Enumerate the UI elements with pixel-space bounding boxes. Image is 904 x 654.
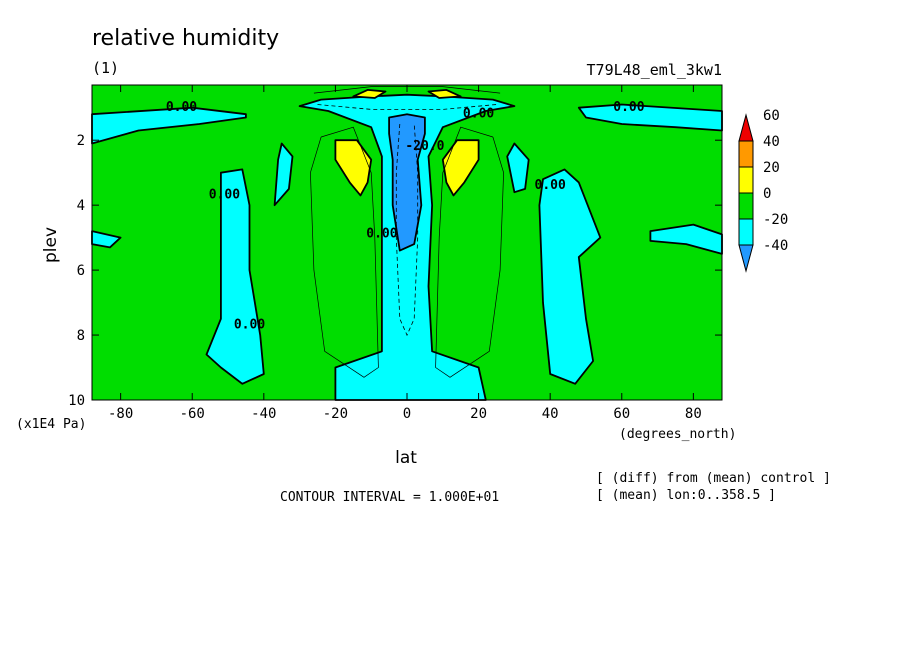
zero-contour-1 [435, 126, 504, 378]
x-axis: -80 -60 -40 -20 0 20 40 60 80 [108, 85, 702, 422]
contour-interval: CONTOUR INTERVAL = 1.000E+01 [280, 490, 499, 505]
contour-label: 0.00 [209, 188, 240, 203]
x-tick-label: -20 [323, 406, 348, 422]
x-tick-label: 20 [470, 406, 487, 422]
yellow-region-2 [352, 89, 387, 99]
colorbar-swatch [738, 192, 754, 220]
colorbar-swatch [738, 166, 754, 194]
y-axis-label: plev [41, 227, 61, 263]
zero-contour-0 [310, 126, 379, 378]
cyan-region-0 [91, 106, 247, 145]
y-tick-label: 2 [77, 133, 85, 149]
x-axis-label: lat [395, 448, 417, 468]
x-tick-label: 0 [403, 406, 411, 422]
colorbar-label: -40 [763, 238, 788, 254]
colorbar-label: 20 [763, 160, 780, 176]
contour-label: -20.0 [405, 139, 444, 154]
colorbar-swatch [738, 113, 754, 142]
chart-subtitle-right: T79L48_eml_3kw1 [587, 61, 722, 79]
chart-subtitle-left: (1) [92, 59, 119, 77]
x-axis-units: (degrees_north) [619, 427, 736, 442]
contour-label: 0.00 [613, 100, 644, 115]
y-axis: 2 4 6 8 10 [68, 133, 722, 409]
x-tick-label: 80 [685, 406, 702, 422]
y-tick-label: 8 [77, 328, 85, 344]
contour-label: 0.00 [535, 178, 566, 193]
contour-label: 0.00 [463, 106, 494, 121]
colorbar-label: 60 [763, 108, 780, 124]
cyan-region-1 [577, 103, 723, 132]
cyan-region-6 [506, 142, 530, 194]
x-tick-label: -60 [180, 406, 205, 422]
chart-title: relative humidity [92, 26, 279, 51]
x-tick-label: -80 [108, 406, 133, 422]
negative-contour-0 [395, 123, 419, 337]
contour-label: 0.00 [366, 227, 397, 242]
contour-label: 0.00 [234, 318, 265, 333]
plot-area: 0.00 0.00 0.00 0.00 0.00 0.00 0.00 -20.0 [91, 84, 723, 401]
contour-label: 0.00 [166, 100, 197, 115]
y-tick-label: 10 [68, 393, 85, 409]
colorbar: 60 40 20 0 -20 -40 [738, 108, 788, 273]
x-tick-label: -40 [251, 406, 276, 422]
yellow-region-0 [334, 139, 373, 197]
y-axis-units: (x1E4 Pa) [16, 417, 86, 432]
note-mean: [ (mean) lon:0..358.5 ] [596, 488, 776, 503]
colorbar-label: 40 [763, 134, 780, 150]
note-diff: [ (diff) from (mean) control ] [596, 471, 831, 486]
yellow-region-1 [441, 139, 480, 197]
x-tick-label: 40 [542, 406, 559, 422]
colorbar-swatch [738, 218, 754, 246]
colorbar-label: -20 [763, 212, 788, 228]
yellow-region-3 [427, 89, 462, 99]
x-tick-label: 60 [613, 406, 630, 422]
y-tick-label: 6 [77, 263, 85, 279]
colorbar-swatch [738, 140, 754, 168]
cyan-region-3 [273, 142, 294, 207]
cyan-region-2 [205, 168, 265, 385]
colorbar-label: 0 [763, 186, 771, 202]
y-tick-label: 4 [77, 198, 85, 214]
cyan-region-7 [538, 168, 602, 385]
colorbar-swatch [738, 244, 754, 273]
